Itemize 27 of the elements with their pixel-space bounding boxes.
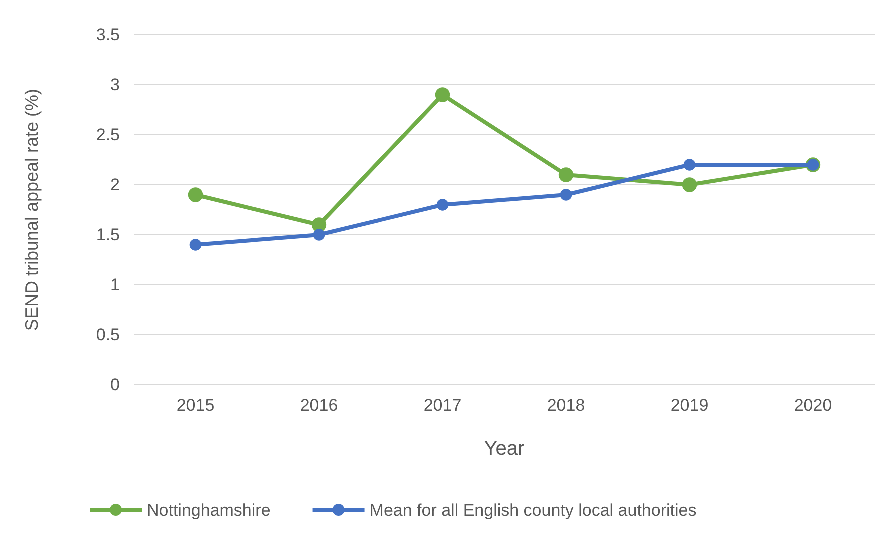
legend-label: Mean for all English county local authorities	[370, 501, 697, 520]
point	[558, 168, 574, 182]
x-tick-label: 2018	[547, 396, 586, 416]
point	[188, 188, 204, 202]
x-tick-label: 2020	[794, 396, 832, 416]
y-axis-title: SEND tribunal appeal rate (%)	[22, 88, 42, 332]
point	[313, 229, 326, 241]
x-tick-label: 2016	[300, 396, 338, 416]
y-tick-label: 3.5	[96, 25, 120, 44]
x-tick-label: 2019	[670, 396, 709, 416]
y-tick-label: 3	[110, 75, 120, 94]
legend-label: Nottinghamshire	[147, 501, 271, 520]
y-tick-label: 0	[110, 375, 120, 394]
x-axis-title: Year	[484, 438, 526, 460]
y-tick-label: 0.5	[96, 325, 120, 344]
y-tick-label: 1	[110, 275, 120, 294]
point	[560, 189, 572, 201]
y-tick-label: 2.5	[96, 125, 120, 144]
point	[684, 159, 696, 171]
point	[682, 178, 698, 192]
point	[436, 199, 449, 211]
point	[190, 239, 202, 251]
y-tick-label: 1.5	[96, 225, 120, 244]
x-tick-label: 2017	[424, 396, 462, 416]
y-tick-label: 2	[110, 175, 120, 194]
point	[435, 88, 450, 102]
x-tick-label: 2015	[176, 396, 215, 416]
